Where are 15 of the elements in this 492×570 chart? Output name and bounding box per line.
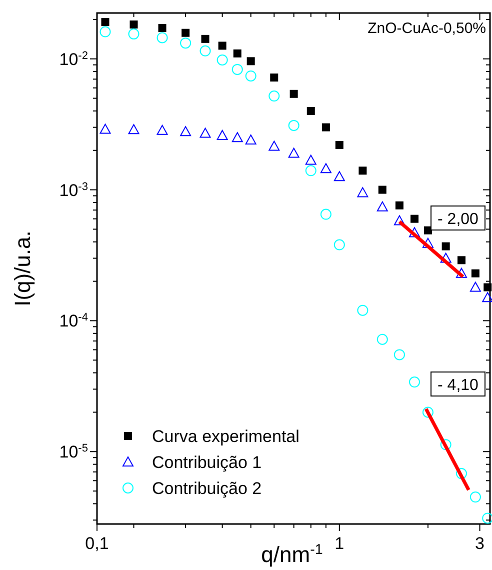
y-tick-label: 10$^{-5}$ bbox=[59, 442, 88, 462]
text: ZnO-CuAc-0,50% bbox=[368, 20, 486, 37]
y-axis-title: I(q)/u.a. bbox=[10, 230, 35, 306]
x-axis-title: q/nm$^{-1}$ bbox=[261, 542, 323, 567]
legend-label: Curva experimental bbox=[152, 427, 300, 446]
x-tick-label: 1 bbox=[334, 534, 344, 553]
legend-label: Contribuição 2 bbox=[152, 479, 262, 498]
y-tick-label: 10$^{-3}$ bbox=[59, 180, 88, 200]
annotation: - 4,10 bbox=[438, 377, 479, 394]
legend-label: Contribuição 1 bbox=[152, 453, 262, 472]
y-tick-label: 10$^{-4}$ bbox=[59, 312, 88, 331]
x-tick-label: 0,1 bbox=[85, 534, 109, 553]
annotation: - 2,00 bbox=[438, 211, 479, 228]
x-tick-label: 3 bbox=[475, 534, 485, 553]
y-tick-label: 10$^{-2}$ bbox=[59, 50, 88, 69]
